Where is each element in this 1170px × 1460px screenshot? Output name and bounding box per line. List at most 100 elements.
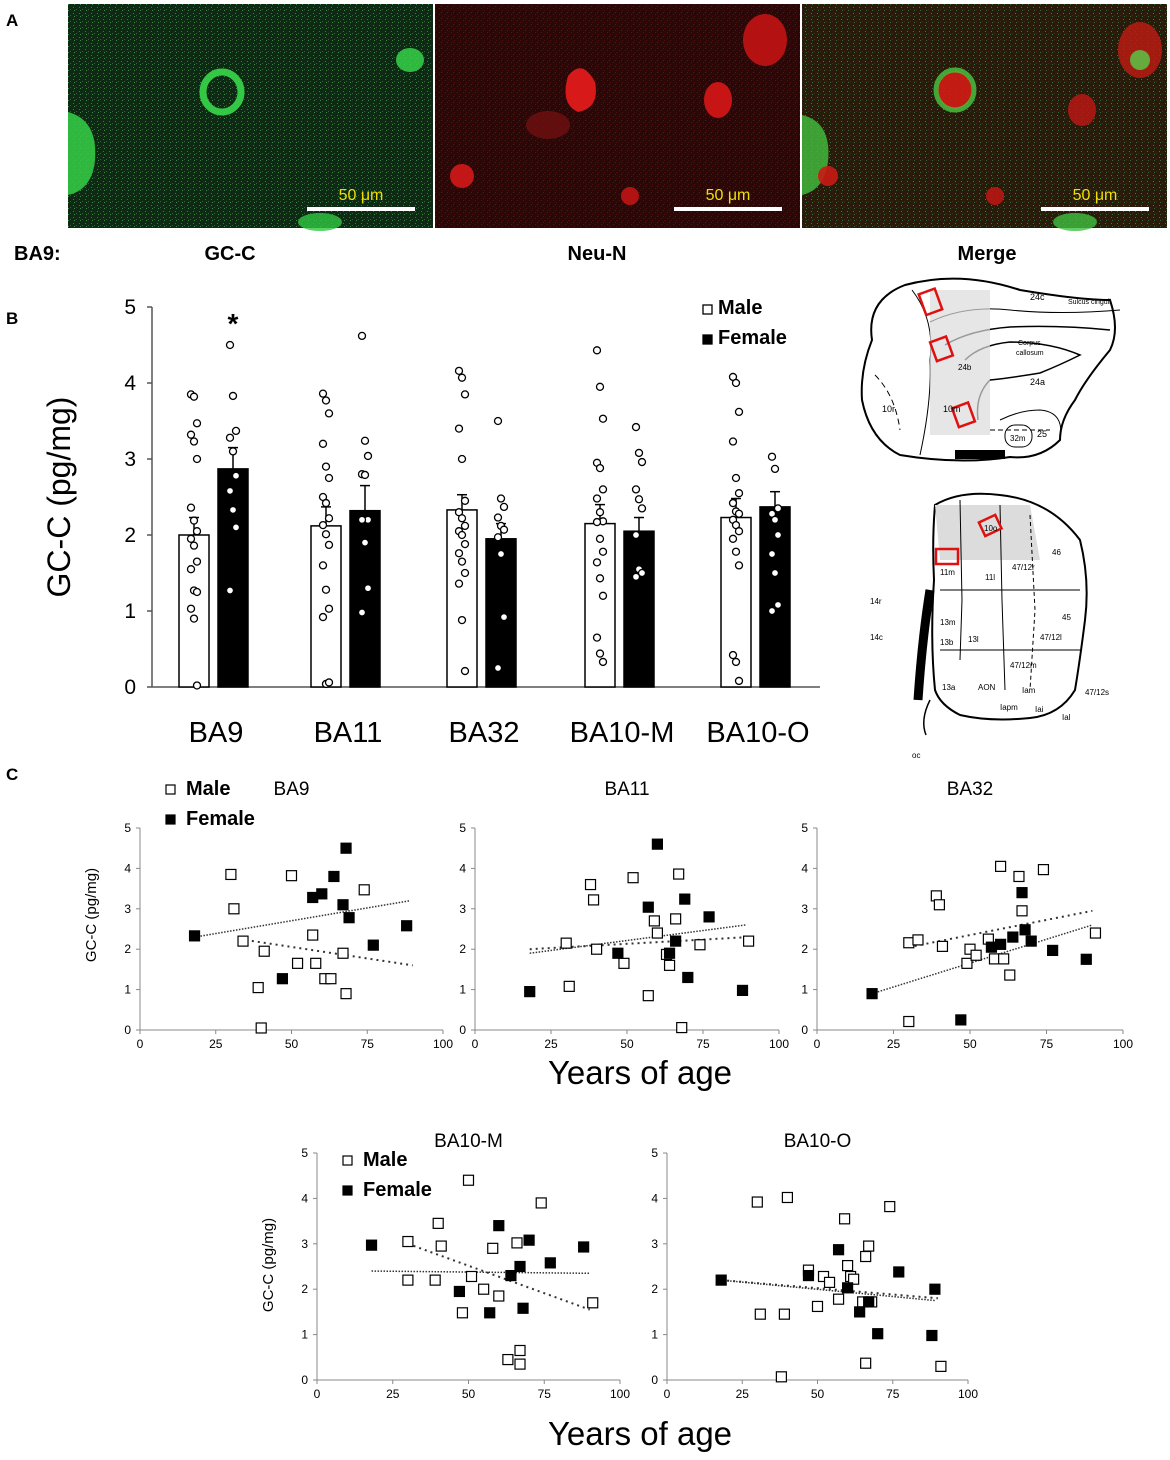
- micrograph-merge: 50 μm: [802, 4, 1167, 231]
- data-point: [321, 462, 331, 471]
- channel-label-neu-n: Neu-N: [568, 243, 627, 265]
- data-point-female: [955, 1014, 967, 1026]
- y-tick-label: 3: [801, 902, 808, 916]
- bar-male: [446, 509, 478, 688]
- svg-text:13l: 13l: [968, 635, 979, 644]
- y-tick-label: 4: [301, 1191, 308, 1205]
- data-point-female: [544, 1257, 556, 1269]
- data-point: [493, 663, 503, 673]
- svg-text:24a: 24a: [1030, 377, 1045, 387]
- data-point: [457, 615, 467, 625]
- data-point-male: [429, 1274, 441, 1286]
- data-point: [499, 525, 509, 534]
- y-tick-label: 4: [124, 372, 136, 395]
- data-point-male: [337, 947, 349, 959]
- x-tick-label: 75: [696, 1037, 710, 1051]
- data-point: [189, 614, 199, 623]
- data-point: [192, 557, 202, 566]
- data-point: [318, 439, 328, 448]
- data-point: [357, 515, 367, 524]
- data-point: [731, 378, 741, 388]
- data-point: [734, 407, 744, 417]
- data-point: [460, 568, 470, 578]
- data-point-male: [402, 1274, 414, 1286]
- data-point: [363, 451, 373, 461]
- channel-label-gc-c: GC-C: [204, 243, 255, 265]
- legend-label: Female: [718, 327, 787, 349]
- y-tick-label: 3: [459, 902, 466, 916]
- data-point: [631, 422, 641, 432]
- data-point-male: [936, 940, 949, 952]
- data-point-female: [340, 842, 352, 854]
- data-point: [457, 373, 467, 382]
- data-point-male: [988, 953, 1001, 965]
- data-point-female: [863, 1296, 875, 1308]
- data-point-male: [648, 915, 660, 927]
- svg-text:Ial: Ial: [1062, 713, 1071, 722]
- data-point-male: [432, 1217, 444, 1229]
- data-point: [592, 346, 602, 355]
- data-point-male: [1089, 927, 1102, 939]
- data-point-male: [1037, 864, 1050, 876]
- data-point: [360, 538, 370, 547]
- data-point: [454, 549, 464, 558]
- data-point-female: [682, 971, 694, 984]
- data-point-male: [961, 957, 973, 969]
- y-tick-label: 3: [301, 1237, 308, 1251]
- data-point: [734, 489, 744, 498]
- data-point: [728, 498, 738, 508]
- data-point: [454, 579, 464, 588]
- data-point: [728, 534, 738, 543]
- data-point-female: [343, 912, 355, 924]
- data-point-female: [493, 1220, 505, 1232]
- data-point-female: [276, 973, 289, 985]
- bar-female: [623, 530, 655, 688]
- x-axis-label: Years of age: [548, 1415, 732, 1452]
- data-point: [499, 502, 509, 512]
- data-point: [228, 391, 238, 401]
- data-point: [493, 533, 503, 542]
- svg-text:14r: 14r: [870, 597, 882, 606]
- svg-text:46: 46: [1052, 548, 1061, 557]
- scatter-ba10-m: 0 25 50 75 100 0 1 2 3 4 5 BA10-M GC-C (pg/mg) Male Fe…: [260, 1131, 630, 1401]
- data-point: [598, 591, 608, 600]
- scatter-ba10-o: 0 25 50 75 100 0 1 2 3 4 5 BA10-O: [651, 1131, 978, 1401]
- data-point-male: [642, 990, 654, 1002]
- legend-marker-female: [165, 814, 176, 825]
- y-tick-label: 4: [651, 1191, 658, 1205]
- bar-chart: 0 1 2 3 4 5 GC-C (pg/mg) BA9 BA11 BA32 BA10-M BA10-…: [41, 296, 820, 749]
- data-point: [595, 508, 605, 517]
- scale-bar-label: 50 μm: [339, 187, 384, 204]
- data-point: [728, 437, 738, 446]
- data-point: [767, 606, 777, 616]
- atlas-ventral: 10o 11m 11l 47/12r 46 45 13m 13b 13l 47/…: [870, 492, 1109, 760]
- x-tick-label: 50: [620, 1037, 634, 1051]
- data-point-female: [1019, 924, 1031, 936]
- data-point-male: [258, 945, 270, 957]
- data-point: [324, 604, 334, 613]
- x-tick-label: 25: [209, 1037, 223, 1051]
- data-point-male: [358, 884, 370, 896]
- data-point-female: [401, 920, 413, 932]
- bar-female: [349, 509, 381, 688]
- data-point-female: [517, 1302, 529, 1314]
- data-point-female: [612, 947, 624, 959]
- data-point: [770, 464, 780, 474]
- x-tick-label: 0: [664, 1387, 671, 1401]
- legend-label: Male: [718, 297, 762, 319]
- legend-marker-male: [702, 304, 713, 315]
- data-point-male: [676, 1021, 688, 1034]
- data-point: [595, 649, 605, 658]
- trend-line-female: [194, 899, 410, 938]
- data-point-male: [651, 927, 664, 939]
- data-point: [595, 463, 605, 473]
- data-point: [231, 523, 241, 532]
- svg-text:24b: 24b: [958, 363, 972, 372]
- data-point: [186, 503, 196, 512]
- data-point-male: [838, 1213, 851, 1225]
- data-point: [496, 494, 506, 503]
- data-point: [460, 390, 470, 399]
- data-point: [324, 514, 334, 523]
- data-point-male: [848, 1273, 860, 1285]
- chart-title: BA10-O: [784, 1131, 852, 1152]
